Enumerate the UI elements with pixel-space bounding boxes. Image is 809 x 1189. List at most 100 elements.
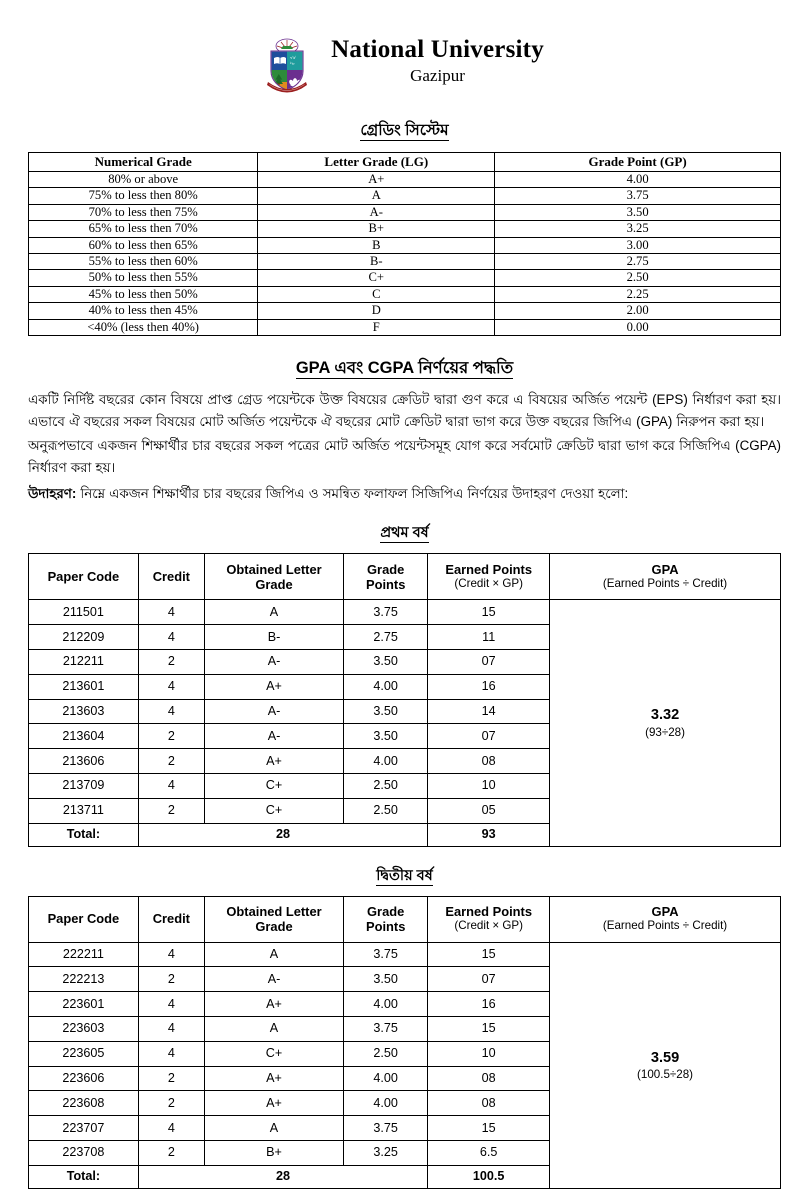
cell-letter-grade: B+ — [203, 1139, 345, 1166]
year2-result-table: Paper Code Credit Obtained Letter Grade … — [28, 895, 781, 1189]
year2-title-text: দ্বিতীয় বর্ষ — [376, 867, 433, 886]
cell-earned-points: 07 — [427, 723, 551, 750]
table-row: 212211 2 A- 3.50 07 — [28, 649, 781, 675]
document-header: ৵৶ ৸৹ — [28, 0, 781, 96]
cell-numerical-grade: 60% to less then 65% — [27, 236, 259, 254]
year1-title-text: প্রথম বর্ষ — [380, 525, 429, 544]
cell-earned-points: 15 — [427, 941, 551, 968]
table-header-row: Paper Code Credit Obtained Letter Grade … — [28, 553, 781, 601]
cell-grade-points: 3.75 — [343, 941, 429, 968]
column-header-gpa-formula: (Earned Points ÷ Credit) — [602, 919, 728, 933]
grading-system-title: গ্রেডিং সিস্টেম — [28, 118, 781, 144]
year1-total-earned-points: 93 — [427, 822, 551, 847]
cell-paper-code: 212209 — [28, 624, 139, 651]
cell-letter-grade: A — [203, 1015, 345, 1042]
table-row: 223606 2 A+ 4.00 08 — [28, 1065, 781, 1092]
cell-letter-grade: B+ — [257, 220, 496, 238]
cell-grade-points: 3.75 — [343, 599, 429, 626]
cell-earned-points: 07 — [427, 649, 551, 675]
column-header-gpa-label: GPA — [651, 562, 679, 578]
cell-credit: 2 — [137, 1139, 205, 1166]
cell-grade-points: 2.75 — [343, 624, 429, 651]
cell-grade-points: 3.75 — [343, 1015, 429, 1042]
table-row: 222211 4 A 3.75 15 3.59 (100.5÷28) — [28, 941, 781, 1189]
cell-grade-points: 3.75 — [343, 1115, 429, 1141]
year2-gpa-value: 3.59 — [650, 1049, 680, 1066]
cell-letter-grade: B- — [257, 252, 496, 271]
cell-grade-point: 2.25 — [494, 285, 781, 304]
cell-credit: 4 — [137, 599, 205, 626]
column-header-credit: Credit — [137, 553, 205, 601]
column-header-earned-points: Earned Points (Credit × GP) — [427, 553, 551, 601]
cell-paper-code: 213709 — [28, 773, 139, 799]
cell-paper-code: 223606 — [28, 1065, 139, 1092]
column-header-letter-grade: Letter Grade (LG) — [257, 152, 496, 172]
cell-letter-grade: F — [257, 318, 496, 336]
cell-letter-grade: C+ — [203, 773, 345, 799]
table-row: 212209 4 B- 2.75 11 — [28, 624, 781, 651]
cell-credit: 2 — [137, 649, 205, 675]
cell-earned-points: 08 — [427, 748, 551, 774]
cell-letter-grade: A- — [203, 723, 345, 750]
gpa-cgpa-method-title: GPA এবং CGPA নির্ণয়ের পদ্ধতি — [28, 355, 781, 382]
cell-letter-grade: C — [257, 285, 496, 304]
cell-paper-code: 212211 — [28, 649, 139, 675]
cell-earned-points: 15 — [427, 599, 551, 626]
cell-grade-points: 3.50 — [343, 649, 429, 675]
cell-letter-grade: A- — [203, 698, 345, 725]
cell-letter-grade: A — [203, 599, 345, 626]
table-row: 213709 4 C+ 2.50 10 — [28, 773, 781, 799]
cell-letter-grade: A- — [257, 203, 496, 222]
cell-numerical-grade: <40% (less then 40%) — [27, 318, 259, 336]
column-header-paper-code: Paper Code — [28, 895, 139, 943]
cell-grade-point: 2.75 — [494, 252, 781, 271]
cell-credit: 4 — [137, 941, 205, 968]
cell-earned-points: 16 — [427, 991, 551, 1017]
cell-numerical-grade: 40% to less then 45% — [27, 302, 259, 320]
cell-grade-points: 4.00 — [343, 673, 429, 700]
cell-letter-grade: A+ — [203, 991, 345, 1017]
example-text: নিম্নে একজন শিক্ষার্থীর চার বছরের জিপিএ … — [76, 485, 629, 501]
table-row: 65% to less then 70% B+ 3.25 — [27, 220, 781, 238]
cell-letter-grade: A+ — [203, 1065, 345, 1092]
cell-earned-points: 15 — [427, 1015, 551, 1042]
gpa-method-paragraph-1: একটি নির্দিষ্ট বছরের কোন বিষয়ে প্রাপ্ত … — [28, 391, 781, 429]
cell-grade-point: 3.25 — [494, 220, 781, 238]
header-titles: National University Gazipur — [331, 34, 544, 87]
gpa-cgpa-method-title-text: GPA এবং CGPA নির্ণয়ের পদ্ধতি — [295, 358, 514, 379]
cell-earned-points: 11 — [427, 624, 551, 651]
svg-text:৸৹: ৸৹ — [290, 61, 295, 67]
cell-earned-points: 16 — [427, 673, 551, 700]
total-label: Total: — [28, 822, 139, 847]
cell-grade-point: 3.00 — [494, 236, 781, 254]
year1-gpa-value: 3.32 — [650, 707, 680, 724]
year2-title: দ্বিতীয় বর্ষ — [28, 865, 781, 889]
column-header-paper-code: Paper Code — [28, 553, 139, 601]
cell-paper-code: 213606 — [28, 748, 139, 774]
cell-earned-points: 05 — [427, 797, 551, 824]
table-row: <40% (less then 40%) F 0.00 — [27, 318, 781, 336]
cell-credit: 4 — [137, 624, 205, 651]
cell-letter-grade: A — [257, 187, 496, 205]
cell-paper-code: 213601 — [28, 673, 139, 700]
national-university-crest-icon: ৵৶ ৸৹ — [265, 38, 309, 96]
cell-grade-points: 2.50 — [343, 773, 429, 799]
cell-credit: 2 — [137, 966, 205, 993]
cell-credit: 4 — [137, 773, 205, 799]
cell-letter-grade: A — [203, 941, 345, 968]
table-row: 213603 4 A- 3.50 14 — [28, 698, 781, 725]
year1-total-row: Total: 28 93 — [28, 822, 781, 847]
column-header-numerical-grade: Numerical Grade — [27, 152, 259, 172]
cell-grade-point: 2.50 — [494, 269, 781, 287]
column-header-grade-point: Grade Point (GP) — [494, 152, 781, 172]
cell-letter-grade: A+ — [203, 673, 345, 700]
year1-title: প্রথম বর্ষ — [28, 522, 781, 546]
table-row: 213604 2 A- 3.50 07 — [28, 723, 781, 750]
year2-total-credit: 28 — [137, 1164, 429, 1189]
cell-credit: 4 — [137, 991, 205, 1017]
cell-grade-points: 4.00 — [343, 1065, 429, 1092]
column-header-earned-points-formula: (Credit × GP) — [454, 919, 523, 933]
column-header-earned-points-label: Earned Points — [445, 562, 533, 578]
cell-grade-points: 4.00 — [343, 1090, 429, 1117]
